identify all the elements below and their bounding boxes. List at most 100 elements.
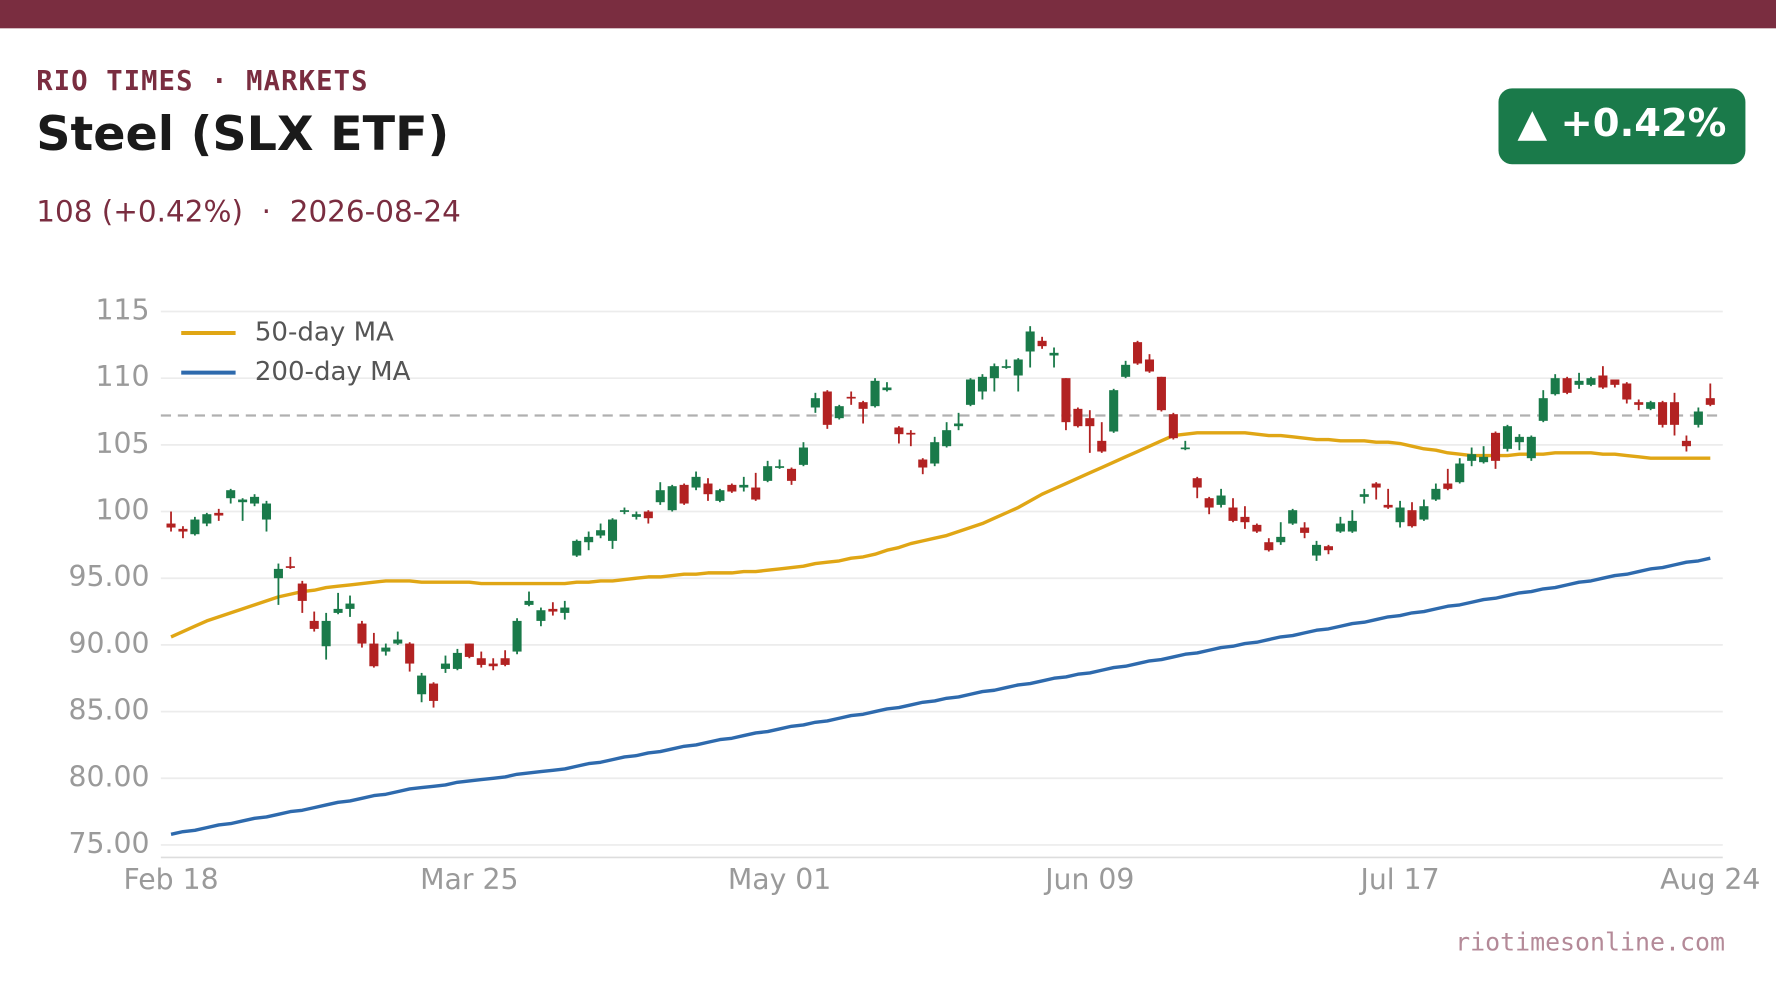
x-tick-label: Aug 24 — [1660, 863, 1760, 896]
candle-body — [1323, 546, 1334, 551]
candle-body — [405, 643, 415, 664]
candle-body — [1622, 383, 1632, 400]
candle-body — [643, 511, 653, 519]
candle-body — [942, 430, 952, 447]
candle-body — [417, 675, 427, 695]
candle-body — [906, 432, 916, 435]
candle-body — [1192, 478, 1202, 488]
candle-body — [1156, 376, 1166, 411]
candle-body — [1240, 516, 1250, 523]
candle-body — [1407, 510, 1417, 527]
y-tick-label: 100 — [95, 494, 149, 527]
candle-body — [1061, 378, 1071, 423]
brand: RIO TIMES · MARKETS — [36, 66, 368, 97]
candle-body — [273, 568, 283, 579]
chart-title: Steel (SLX ETF) — [36, 107, 449, 162]
candle-body — [1574, 380, 1584, 385]
candle-body — [1586, 378, 1596, 385]
candle-body — [190, 519, 200, 535]
candle-body — [464, 643, 474, 657]
candle-body — [1216, 495, 1226, 505]
candle-body — [1431, 488, 1441, 500]
candle-body — [1479, 456, 1489, 463]
legend-label: 50-day MA — [255, 318, 394, 348]
candle-body — [775, 466, 785, 468]
candle-body — [1681, 440, 1691, 447]
candle-body — [1085, 418, 1095, 427]
candle-body — [619, 510, 629, 512]
candle-body — [1419, 506, 1429, 520]
candle-body — [1705, 398, 1715, 405]
candle-body — [1514, 436, 1524, 443]
y-tick-label: 110 — [95, 360, 149, 393]
candle-body — [560, 607, 570, 613]
candle-body — [596, 530, 606, 536]
candle-body — [1144, 359, 1155, 372]
y-tick-label: 115 — [95, 293, 149, 326]
badge-text: ▲ +0.42% — [1518, 101, 1727, 146]
candle-body — [309, 620, 319, 629]
candle-body — [703, 483, 713, 495]
candle-body — [166, 523, 176, 528]
candle-body — [452, 652, 462, 669]
candle-body — [1371, 483, 1381, 488]
candle-body — [631, 514, 641, 517]
candle-body — [1288, 510, 1298, 524]
candle-body — [858, 402, 868, 409]
candle-body — [763, 466, 773, 481]
candle-body — [214, 512, 224, 516]
candle-body — [1073, 408, 1083, 427]
candle-body — [1383, 504, 1393, 508]
candle-body — [250, 496, 260, 504]
y-tick-label: 95.00 — [68, 560, 149, 593]
candle-body — [894, 427, 904, 435]
candle-body — [930, 442, 940, 464]
candle-body — [1502, 426, 1512, 449]
candle-body — [572, 540, 582, 556]
candle-body — [1693, 411, 1703, 425]
candle-body — [882, 387, 892, 391]
x-tick-label: Jul 17 — [1358, 863, 1439, 896]
candle-body — [954, 423, 964, 427]
change-badge — [1498, 88, 1746, 165]
candle-body — [1097, 440, 1107, 452]
candle-body — [786, 468, 797, 481]
y-tick-label: 105 — [95, 427, 149, 460]
candle-body — [977, 376, 987, 392]
candle-body — [1300, 527, 1310, 533]
candle-body — [1037, 340, 1047, 347]
candle-body — [1490, 432, 1501, 461]
candle-body — [393, 639, 403, 644]
candle-body — [345, 603, 355, 609]
x-tick-label: Jun 09 — [1043, 863, 1134, 896]
candle-body — [1252, 524, 1262, 532]
candle-body — [1598, 375, 1608, 388]
ma-line — [170, 556, 1711, 836]
candle-body — [1276, 536, 1286, 543]
candle-body — [918, 459, 928, 468]
candle-body — [440, 663, 451, 669]
candle-body — [1264, 542, 1274, 551]
candle-body — [369, 643, 379, 667]
candle-body — [1013, 359, 1023, 376]
candle-body — [512, 620, 522, 652]
candle-body — [1133, 342, 1143, 364]
ma-line — [170, 431, 1711, 639]
candle-body — [1467, 454, 1477, 461]
candle-body — [834, 406, 844, 419]
candle-body — [870, 380, 880, 407]
subtitle: 108 (+0.42%) · 2026-08-24 — [36, 194, 461, 228]
candle-body — [1634, 402, 1644, 405]
candle-body — [739, 484, 749, 488]
y-tick-label: 80.00 — [68, 760, 149, 793]
y-tick-label: 85.00 — [68, 694, 149, 727]
candle-body — [1550, 378, 1560, 395]
candle-body — [584, 536, 594, 543]
candle-body — [1228, 507, 1238, 521]
top-bar — [0, 0, 1776, 29]
candle-body — [667, 486, 677, 511]
candle-body — [1347, 520, 1357, 532]
candle-body — [357, 623, 367, 644]
candle-body — [1443, 483, 1453, 489]
x-tick-label: Feb 18 — [123, 863, 218, 896]
